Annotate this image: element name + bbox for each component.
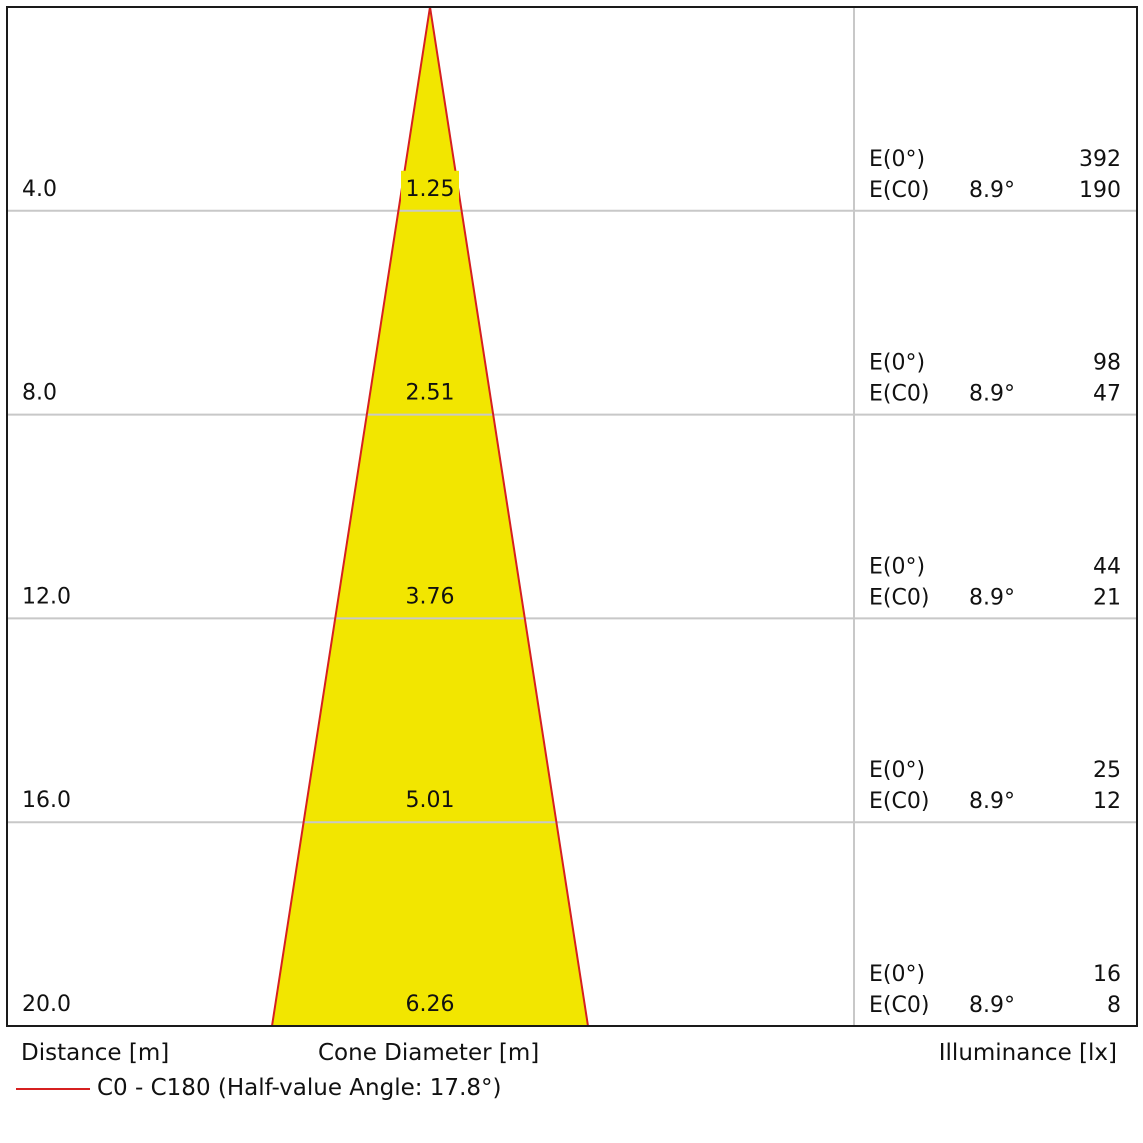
e0-label: E(0°)	[869, 351, 925, 376]
legend-line-swatch	[16, 1088, 90, 1090]
diameter-label-bg	[401, 986, 459, 1022]
ec0-label: E(C0)	[869, 178, 929, 203]
e0-label: E(0°)	[869, 554, 925, 579]
distance-label: 20.0	[22, 992, 71, 1017]
diameter-label: 5.01	[406, 788, 455, 813]
ec0-value: 21	[1093, 585, 1121, 610]
angle-value: 8.9°	[969, 178, 1015, 203]
angle-value: 8.9°	[969, 993, 1015, 1018]
ec0-label: E(C0)	[869, 382, 929, 407]
e0-value: 392	[1079, 147, 1121, 172]
diameter-label-bg	[401, 782, 459, 819]
diameter-label-bg	[401, 578, 459, 615]
e0-label: E(0°)	[869, 962, 925, 987]
distance-label: 16.0	[22, 788, 71, 813]
e0-label: E(0°)	[869, 758, 925, 783]
distance-label: 12.0	[22, 584, 71, 609]
diameter-label: 6.26	[406, 992, 455, 1017]
chart-frame	[6, 6, 1138, 1027]
e0-value: 16	[1093, 962, 1121, 987]
cone-area	[272, 7, 588, 1026]
distance-label: 4.0	[22, 177, 57, 202]
illuminance-axis-label: Illuminance [lx]	[938, 1040, 1117, 1066]
diameter-label: 1.25	[406, 177, 455, 202]
e0-value: 98	[1093, 351, 1121, 376]
ec0-value: 8	[1107, 993, 1121, 1018]
distance-axis-label: Distance [m]	[21, 1040, 170, 1066]
ec0-label: E(C0)	[869, 585, 929, 610]
diameter-label: 3.76	[406, 584, 455, 609]
diameter-axis-label: Cone Diameter [m]	[318, 1040, 540, 1066]
e0-label: E(0°)	[869, 147, 925, 172]
legend-entry: C0 - C180 (Half-value Angle: 17.8°)	[97, 1075, 502, 1101]
e0-value: 44	[1093, 554, 1121, 579]
diameter-label: 2.51	[406, 381, 455, 406]
diameter-label-bg	[401, 374, 459, 411]
ec0-value: 190	[1079, 178, 1121, 203]
diameter-label-bg	[401, 170, 459, 207]
ec0-label: E(C0)	[869, 993, 929, 1018]
angle-value: 8.9°	[969, 585, 1015, 610]
e0-value: 25	[1093, 758, 1121, 783]
ec0-label: E(C0)	[869, 789, 929, 814]
distance-label: 8.0	[22, 381, 57, 406]
ec0-value: 47	[1093, 382, 1121, 407]
angle-value: 8.9°	[969, 789, 1015, 814]
ec0-value: 12	[1093, 789, 1121, 814]
angle-value: 8.9°	[969, 382, 1015, 407]
